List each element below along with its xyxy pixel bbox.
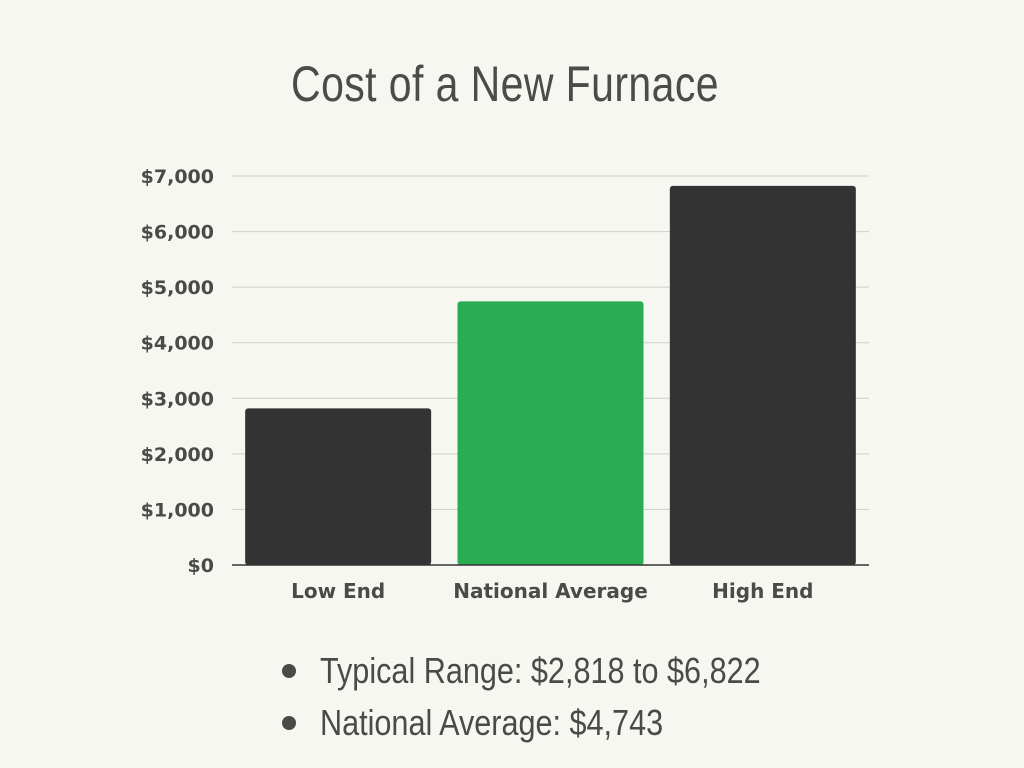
- summary-text: Typical Range: $2,818 to $6,822: [320, 650, 761, 691]
- y-tick-label: $6,000: [141, 222, 214, 244]
- summary-item-typical-range: Typical Range: $2,818 to $6,822: [282, 645, 838, 697]
- x-tick-label: High End: [712, 579, 813, 603]
- bar-high-end: [669, 185, 856, 565]
- bar-national-average: [457, 301, 644, 565]
- y-tick-label: $0: [188, 555, 214, 577]
- summary-text: National Average: $4,743: [320, 702, 664, 743]
- y-tick-label: $3,000: [141, 388, 214, 410]
- y-tick-label: $5,000: [141, 277, 214, 299]
- y-tick-label: $2,000: [141, 444, 214, 466]
- bullet-dot-icon: [282, 716, 296, 730]
- y-tick-label: $7,000: [141, 166, 214, 188]
- summary-list: Typical Range: $2,818 to $6,822 National…: [282, 645, 838, 749]
- x-tick-label: Low End: [291, 579, 385, 603]
- bar-low-end: [245, 408, 432, 565]
- bar-chart: $0 $1,000 $2,000 $3,000 $4,000 $5,000 $6,000 $7…: [141, 166, 869, 603]
- y-tick-label: $4,000: [141, 333, 214, 355]
- summary-item-national-average: National Average: $4,743: [282, 697, 838, 749]
- bullet-dot-icon: [282, 664, 296, 678]
- x-tick-label: National Average: [453, 579, 648, 603]
- chart-title: Cost of a New Furnace: [291, 56, 719, 112]
- y-tick-label: $1,000: [141, 499, 214, 521]
